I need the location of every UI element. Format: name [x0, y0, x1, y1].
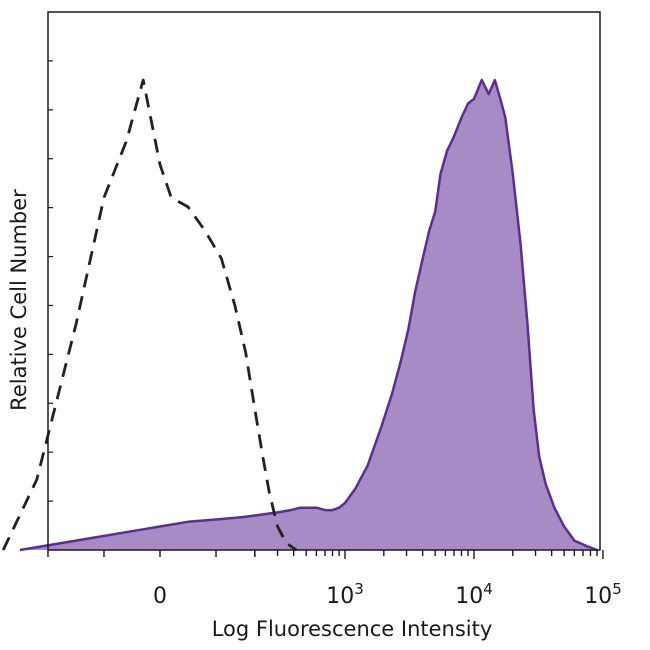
isotype-control-line: [1, 78, 298, 552]
x-tick-label: 103: [326, 580, 364, 609]
series-layer: [1, 78, 598, 552]
x-tick-label: 104: [455, 580, 493, 609]
x-tick-labels: 0 103 104 105: [153, 580, 622, 609]
x-axis-title: Log Fluorescence Intensity: [212, 617, 493, 641]
y-axis-title: Relative Cell Number: [7, 189, 31, 411]
y-axis-ticks: [48, 60, 53, 502]
stained-sample-area: [20, 80, 598, 550]
x-tick-label: 0: [153, 584, 167, 609]
stained-sample-line: [19, 78, 598, 552]
plot-frame: [47, 11, 601, 551]
x-tick-label: 105: [584, 580, 622, 609]
minor-ticks: [47, 550, 604, 559]
